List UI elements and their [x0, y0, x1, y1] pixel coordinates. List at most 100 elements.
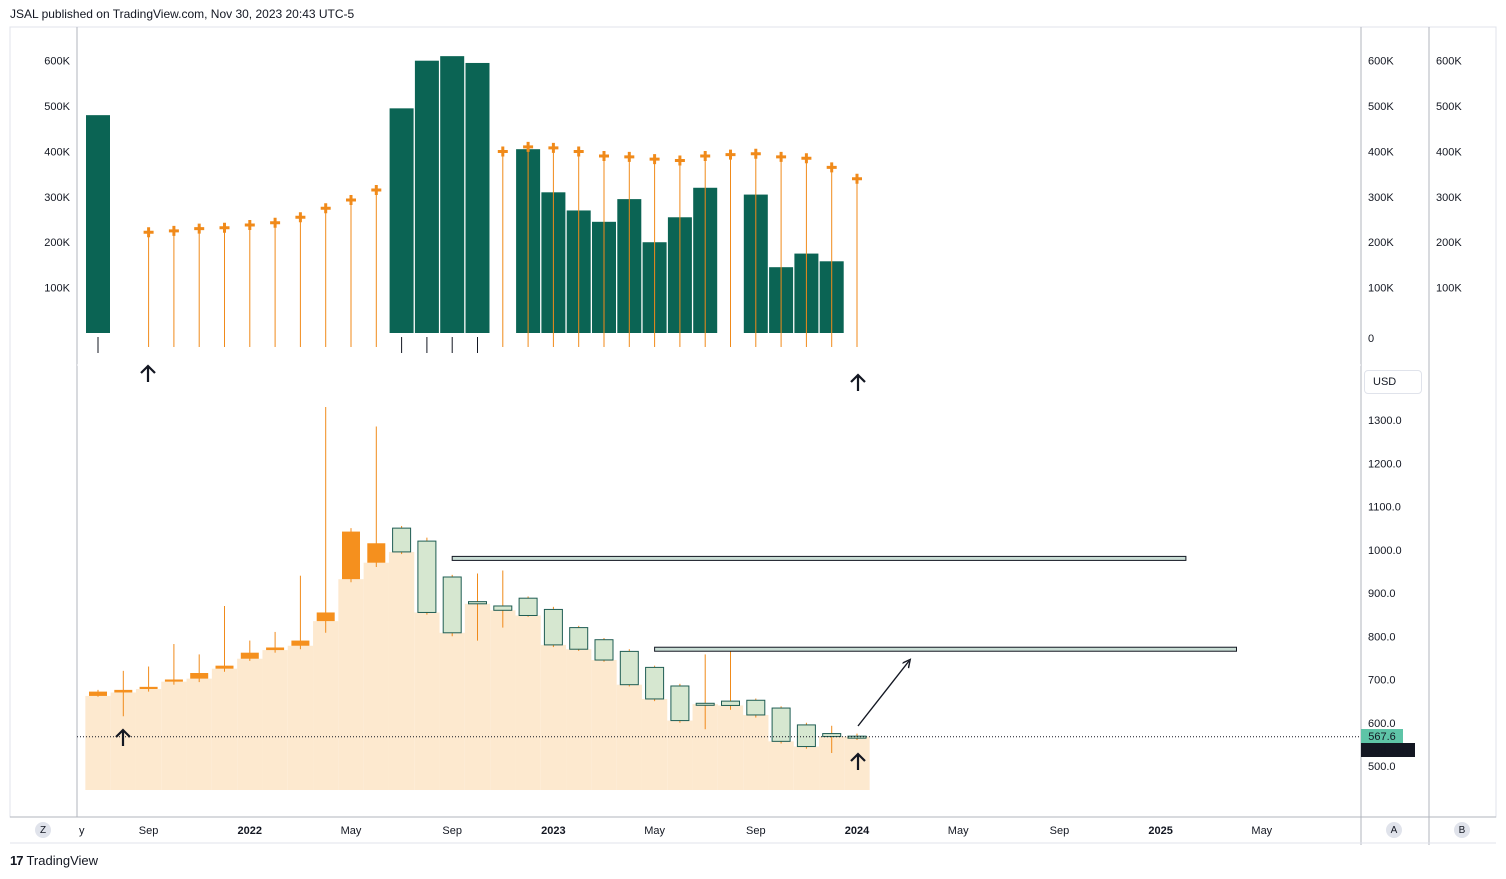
- candle-body: [619, 650, 639, 686]
- volume-tick-label: 400K: [1368, 146, 1394, 158]
- marker-cross: [295, 212, 306, 223]
- volume-tick-label: 600K: [44, 56, 70, 68]
- shade-column: [439, 632, 465, 790]
- candle-body: [721, 700, 740, 706]
- time-tick-label: Sep: [139, 825, 159, 837]
- up-arrow-icon: [850, 752, 866, 770]
- candle-body: [417, 540, 437, 613]
- marker-cross: [674, 155, 685, 166]
- tradingview-logo[interactable]: 17 TradingView: [10, 853, 98, 868]
- trend-arrow-icon: [857, 661, 909, 727]
- candle-body: [392, 527, 412, 553]
- volume-bar: [389, 108, 414, 333]
- price-tick-label: 1300.0: [1368, 415, 1402, 427]
- candle-body: [139, 686, 158, 690]
- shade-column: [793, 746, 820, 790]
- shade-column: [338, 579, 364, 790]
- marker-cross: [143, 227, 154, 238]
- last-price-badge: [1361, 729, 1403, 743]
- auto-scale-button[interactable]: A: [1386, 822, 1402, 838]
- candle-body: [569, 627, 589, 650]
- shade-column: [717, 705, 744, 790]
- price-tick-label: 1200.0: [1368, 458, 1402, 470]
- marker-cross: [548, 142, 559, 153]
- resistance-level: [654, 646, 1237, 652]
- price-tick-label: 800.0: [1368, 631, 1396, 643]
- shade-column: [262, 650, 288, 790]
- candle-body: [771, 707, 791, 742]
- shade-column: [414, 612, 440, 790]
- candle-body: [518, 597, 538, 616]
- marker-cross: [573, 146, 584, 157]
- volume-tick-label: 600K: [1436, 56, 1462, 68]
- marker-cross: [750, 148, 761, 159]
- candle-body: [442, 576, 462, 634]
- marker-cross: [700, 151, 711, 161]
- volume-tick-label: 300K: [44, 192, 70, 204]
- candle-body: [645, 666, 665, 700]
- shade-column: [388, 551, 415, 790]
- tradingview-logo-icon: 17: [10, 853, 24, 868]
- volume-bar: [440, 56, 465, 334]
- shade-column: [186, 678, 212, 790]
- marker-cross: [244, 219, 255, 230]
- publish-header: JSAL published on TradingView.com, Nov 3…: [10, 7, 355, 21]
- volume-tick-label: 100K: [44, 283, 70, 295]
- marker-cross: [219, 222, 230, 233]
- volume-tick-label: 500K: [1368, 101, 1394, 113]
- marker-cross: [624, 151, 635, 162]
- volume-tick-label: 200K: [1436, 237, 1462, 249]
- marker-cross: [725, 149, 736, 160]
- volume-tick-label: 600K: [1368, 56, 1394, 68]
- shade-column: [490, 610, 516, 790]
- time-tick-label: Sep: [746, 825, 766, 837]
- price-tick-label: 1000.0: [1368, 545, 1402, 557]
- price-tick-label: 900.0: [1368, 588, 1396, 600]
- marker-cross: [599, 151, 609, 161]
- candle-body: [190, 673, 209, 679]
- currency-selector[interactable]: USD: [1364, 370, 1422, 394]
- zoom-button[interactable]: Z: [35, 822, 51, 838]
- volume-tick-label: 200K: [1368, 237, 1394, 249]
- candle-body: [367, 543, 386, 563]
- price-pane: [77, 407, 1361, 790]
- volume-tick-label: 300K: [1368, 192, 1394, 204]
- candle-body: [670, 685, 690, 722]
- price-tick-label: 600.0: [1368, 718, 1396, 730]
- marker-cross: [852, 173, 862, 184]
- candle-body: [468, 601, 487, 605]
- volume-zero-label: 0: [1368, 333, 1374, 345]
- candle-body: [316, 612, 335, 622]
- volume-tick-label: 300K: [1436, 192, 1462, 204]
- candle-body: [215, 665, 234, 669]
- candle-body: [594, 639, 614, 661]
- up-arrow-icon: [140, 364, 156, 382]
- time-tick-label: May: [1251, 825, 1272, 837]
- marker-cross: [168, 225, 179, 236]
- candle-body: [114, 689, 133, 693]
- volume-bar: [86, 115, 110, 334]
- marker-cross: [371, 185, 382, 196]
- time-tick-label: Sep: [442, 825, 462, 837]
- scale-b-button[interactable]: B: [1454, 822, 1470, 838]
- volume-tick-label: 500K: [44, 101, 70, 113]
- resistance-level: [451, 555, 1187, 561]
- volume-tick-label: 200K: [44, 237, 70, 249]
- shade-column: [363, 562, 389, 790]
- shade-column: [287, 645, 314, 790]
- volume-axis-right: 100K 100K 200K 200K 300K 300K 400K 400K 500K 500K…: [1368, 56, 1462, 345]
- shade-column: [667, 720, 693, 790]
- volume-bar: [465, 62, 490, 333]
- up-arrow-icon: [850, 373, 866, 391]
- volume-tick-label: 100K: [1368, 283, 1394, 295]
- candle-body: [291, 640, 310, 646]
- marker-cross: [346, 195, 356, 206]
- candle-body: [822, 733, 842, 738]
- marker-cross: [497, 146, 508, 157]
- candle-body: [164, 679, 183, 682]
- time-tick-label: Sep: [1050, 825, 1070, 837]
- time-tick-label: 2022: [238, 825, 262, 837]
- candle-body: [695, 702, 715, 706]
- candle-body: [266, 647, 285, 651]
